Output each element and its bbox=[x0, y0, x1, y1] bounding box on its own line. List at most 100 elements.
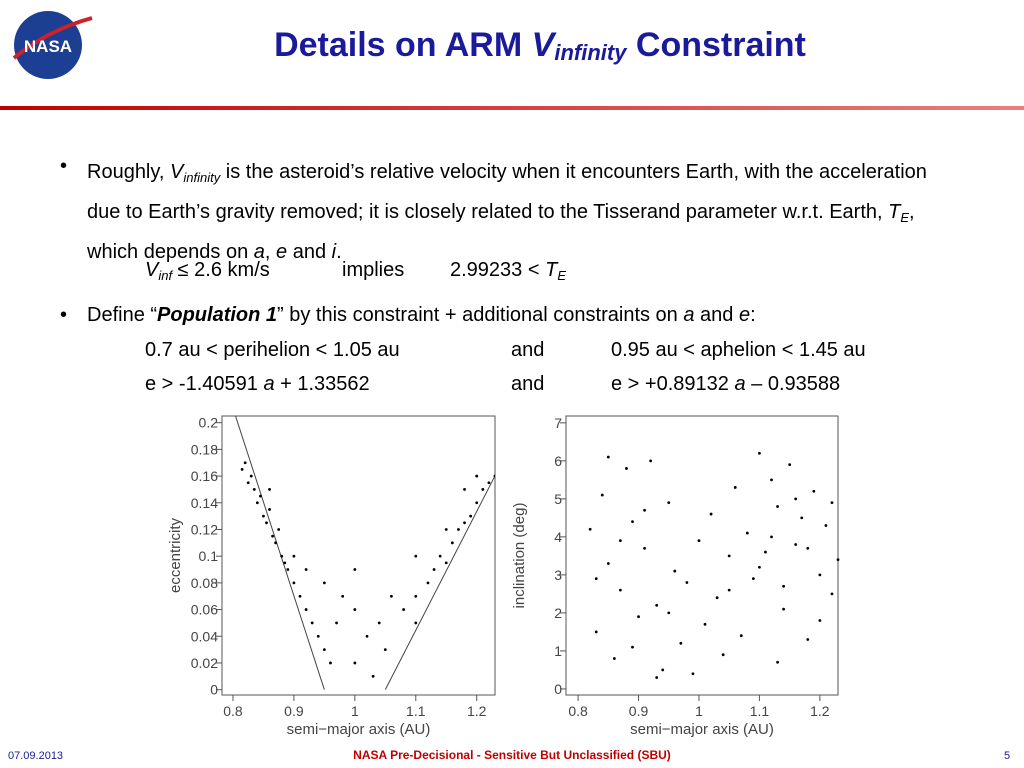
point bbox=[588, 527, 592, 531]
point bbox=[812, 489, 816, 493]
point bbox=[643, 546, 646, 550]
point bbox=[463, 521, 466, 525]
point bbox=[794, 497, 798, 501]
point bbox=[365, 634, 369, 638]
point bbox=[249, 474, 253, 478]
text: ” by this constraint + additional constr… bbox=[277, 304, 684, 326]
text: 2.99233 < bbox=[450, 259, 546, 281]
point bbox=[667, 501, 671, 505]
point bbox=[240, 467, 244, 471]
point bbox=[475, 474, 479, 478]
point bbox=[800, 516, 804, 520]
chart: 0.8 0.9 1 1.1 1.2 0 1 2 3 4 5 6 7 semi−major axis (AU… bbox=[511, 415, 840, 738]
point bbox=[631, 520, 634, 524]
point bbox=[697, 539, 701, 543]
y-tick-label: 4 bbox=[554, 529, 562, 545]
point bbox=[292, 581, 296, 585]
text: E bbox=[557, 268, 566, 283]
text: ≤ 2.6 km/s bbox=[172, 259, 270, 281]
point bbox=[353, 608, 357, 611]
y-tick-label: 7 bbox=[554, 415, 562, 431]
point bbox=[727, 588, 731, 592]
text: V bbox=[170, 161, 184, 183]
formula: e > -1.40591 a + 1.33562 bbox=[145, 373, 370, 396]
y-tick-label: 0.16 bbox=[191, 468, 218, 484]
point bbox=[806, 638, 810, 641]
point bbox=[487, 481, 491, 485]
point bbox=[836, 558, 840, 562]
point bbox=[643, 508, 646, 512]
point bbox=[691, 672, 695, 676]
point bbox=[655, 603, 659, 607]
point bbox=[830, 501, 834, 505]
text: 0.7 au < perihelion < 1.05 au bbox=[145, 339, 400, 361]
point bbox=[402, 608, 405, 611]
point bbox=[606, 562, 610, 565]
logo-swoosh bbox=[12, 16, 93, 60]
x-tick-label: 1 bbox=[351, 703, 359, 719]
text: a bbox=[734, 373, 746, 395]
point bbox=[637, 615, 640, 619]
plot-area bbox=[235, 416, 506, 690]
point bbox=[457, 528, 460, 531]
point bbox=[463, 488, 466, 491]
point bbox=[625, 467, 628, 470]
plot-area bbox=[588, 451, 840, 679]
point bbox=[733, 486, 737, 489]
y-tick-label: 0.02 bbox=[191, 655, 218, 671]
y-tick-label: 0.06 bbox=[191, 602, 218, 618]
point bbox=[776, 660, 779, 664]
point bbox=[414, 621, 418, 625]
text: is the asteroid’s relative velocity when… bbox=[87, 161, 927, 223]
point bbox=[782, 607, 785, 611]
point bbox=[390, 594, 393, 598]
point bbox=[444, 561, 448, 565]
constraint-line bbox=[235, 416, 325, 690]
point bbox=[432, 568, 436, 571]
point bbox=[255, 501, 259, 505]
text: 0.95 au < aphelion < 1.45 au bbox=[611, 339, 866, 361]
title-sub: infinity bbox=[554, 40, 627, 65]
point bbox=[806, 546, 810, 550]
point bbox=[469, 514, 473, 518]
bullet-text: Roughly, Vinfinity is the asteroid’s rel… bbox=[87, 155, 947, 270]
point bbox=[243, 461, 247, 465]
x-tick-label: 0.8 bbox=[223, 703, 243, 719]
text: V bbox=[145, 259, 159, 281]
point bbox=[751, 577, 755, 581]
x-tick-label: 1.1 bbox=[406, 703, 426, 719]
x-tick-label: 1 bbox=[695, 703, 703, 719]
x-tick-label: 0.9 bbox=[284, 703, 304, 719]
text: a bbox=[263, 373, 275, 395]
point bbox=[304, 568, 308, 571]
y-tick-label: 0.04 bbox=[191, 628, 218, 644]
point bbox=[764, 550, 767, 554]
point bbox=[277, 528, 281, 531]
x-tick-label: 1.2 bbox=[467, 703, 487, 719]
point bbox=[631, 645, 634, 649]
title-text: Details on ARM bbox=[274, 26, 532, 64]
text: a bbox=[253, 241, 265, 263]
point bbox=[450, 541, 454, 545]
point bbox=[503, 455, 506, 458]
text: E bbox=[900, 210, 910, 225]
point bbox=[310, 621, 314, 625]
point bbox=[353, 568, 357, 571]
point bbox=[274, 541, 278, 545]
point bbox=[685, 581, 689, 584]
footer-date: 07.09.2013 bbox=[8, 750, 64, 762]
point bbox=[286, 568, 290, 571]
y-tick-label: 0.1 bbox=[199, 548, 219, 564]
point bbox=[679, 641, 683, 645]
point bbox=[292, 554, 296, 558]
text: , bbox=[264, 241, 277, 263]
point bbox=[619, 588, 622, 592]
y-tick-label: 5 bbox=[554, 491, 562, 507]
point bbox=[770, 535, 773, 539]
y-tick-label: 3 bbox=[554, 567, 562, 583]
point bbox=[770, 478, 773, 482]
text: e > -1.40591 bbox=[145, 373, 264, 395]
text: T bbox=[888, 201, 901, 223]
chart: 0.8 0.9 1 1.1 1.2 0 0.02 0.04 0.06 0.08 0.1 0.12 0.1… bbox=[167, 415, 506, 738]
